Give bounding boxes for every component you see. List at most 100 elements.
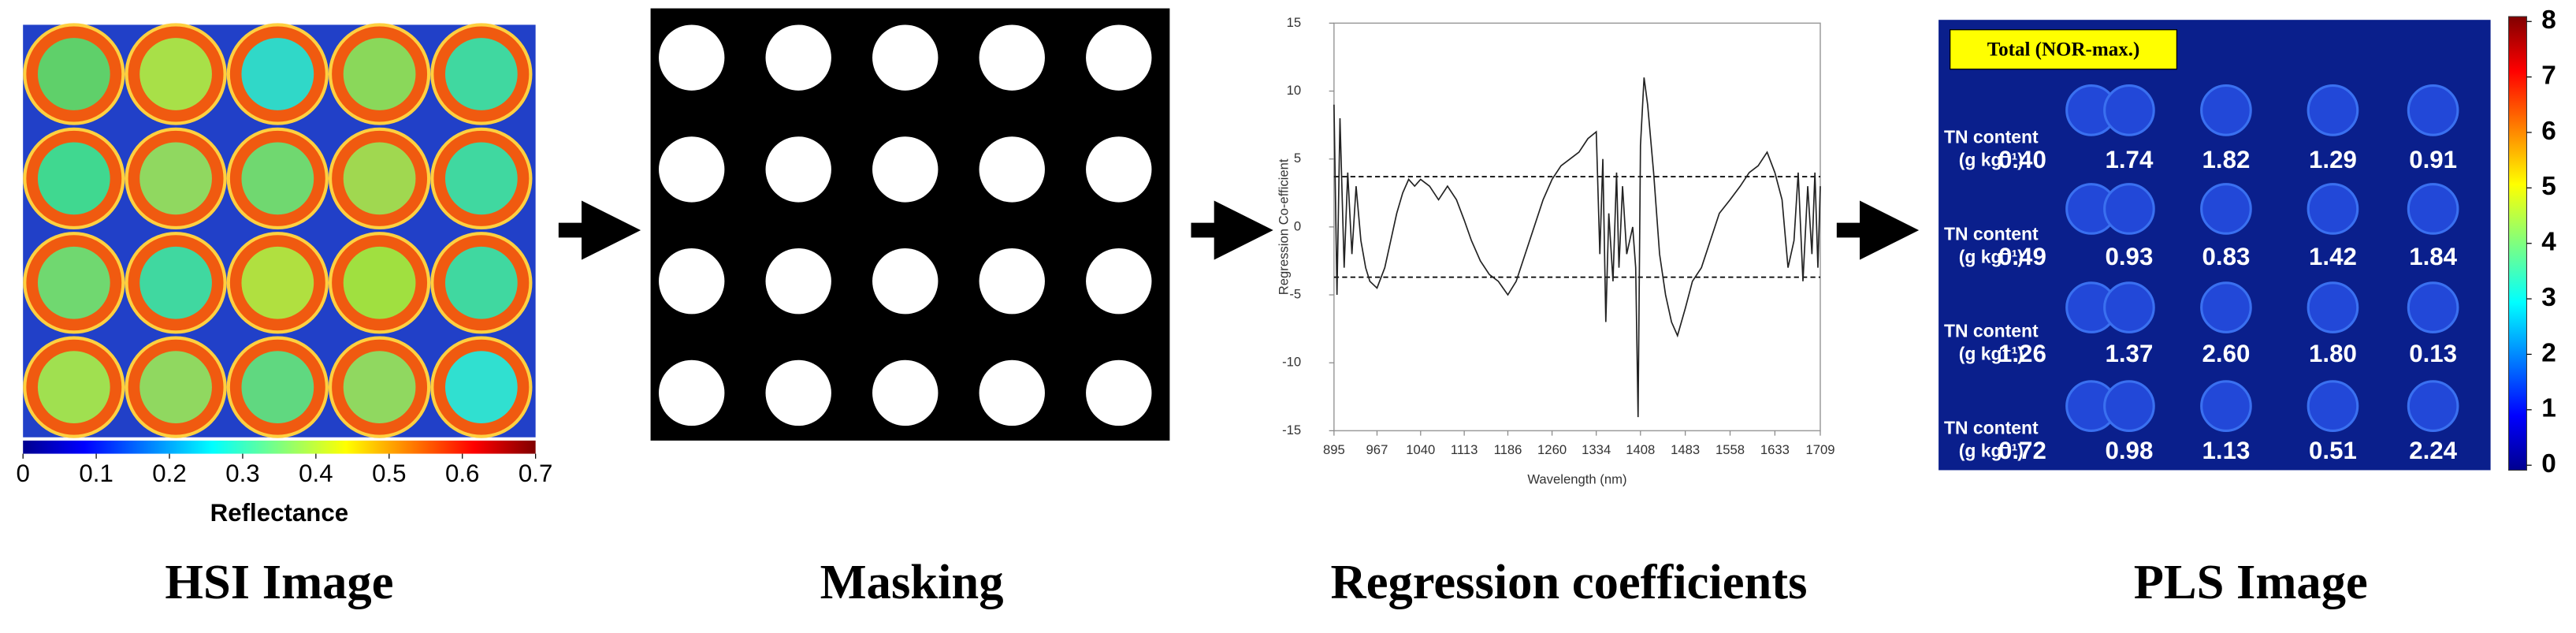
y-tick-label: 15: [1287, 15, 1302, 30]
tn-value: 0.83: [2202, 243, 2251, 270]
mask-disk: [872, 136, 939, 203]
y-tick-label: 0: [1294, 218, 1301, 233]
tn-value: 1.82: [2202, 146, 2251, 173]
colorbar-tick-label: 4: [2541, 228, 2556, 257]
colorbar-label: Reflectance: [210, 499, 349, 527]
sample-map: [2307, 380, 2359, 432]
tn-value: 1.84: [2409, 243, 2457, 270]
colorbar: [23, 440, 536, 454]
sample-map: [2103, 84, 2155, 136]
sample-map: [2307, 281, 2359, 333]
sample-map: [2200, 281, 2252, 333]
sample-fill: [139, 351, 212, 424]
tn-value: 0.98: [2105, 437, 2153, 464]
sample-fill: [444, 246, 518, 319]
colorbar-tick-label: 0: [2541, 449, 2556, 478]
x-tick-label: 1408: [1626, 442, 1655, 457]
sample-fill: [343, 246, 416, 319]
x-tick-label: 895: [1323, 442, 1345, 457]
sample-map: [2307, 183, 2359, 235]
row-label: TN content: [1944, 223, 2039, 244]
x-tick-label: 1709: [1805, 442, 1834, 457]
y-tick-label: 5: [1294, 151, 1301, 166]
tn-value: 0.93: [2105, 243, 2153, 270]
caption: Masking: [820, 554, 1004, 609]
mask-disk: [979, 136, 1045, 203]
sample-map: [2407, 281, 2459, 333]
mask-disk: [979, 24, 1045, 91]
unit-label: (g kg⁻¹): [1959, 441, 2024, 461]
sample-map: [2407, 84, 2459, 136]
x-tick-label: 967: [1366, 442, 1388, 457]
chart-panel: Wavelength (nm) Regression Co-efficient …: [1277, 22, 1821, 609]
row-label: TN content: [1944, 320, 2039, 341]
colorbar-tick-label: 0.7: [519, 460, 552, 487]
mask-disk: [1086, 136, 1152, 203]
sample-fill: [343, 38, 416, 110]
unit-label: (g kg⁻¹): [1959, 150, 2024, 170]
colorbar-tick-label: 0.6: [445, 460, 479, 487]
caption: HSI Image: [165, 554, 393, 609]
mask-disk: [979, 248, 1045, 315]
mask-disk: [979, 359, 1045, 426]
tn-value: 1.80: [2309, 340, 2357, 367]
sample-fill: [37, 351, 110, 424]
sample-map: [2307, 84, 2359, 136]
sample-fill: [343, 351, 416, 424]
row-label: TN content: [1944, 417, 2039, 438]
tn-value: 2.24: [2409, 437, 2457, 464]
tn-value: 1.29: [2309, 146, 2357, 173]
mask-disk: [765, 24, 831, 91]
sample-fill: [241, 246, 314, 319]
mask-disk: [659, 24, 725, 91]
x-tick-label: 1040: [1406, 442, 1435, 457]
mask-disk: [765, 136, 831, 203]
sample-fill: [139, 246, 212, 319]
colorbar-tick-label: 0: [16, 460, 29, 487]
sample-map: [2103, 183, 2155, 235]
mask-disk: [659, 248, 725, 315]
y-tick-label: 10: [1287, 83, 1302, 98]
plot-frame: [1333, 22, 1821, 432]
colorbar-tick-label: 2: [2541, 338, 2556, 367]
y-tick-label: -15: [1282, 423, 1301, 438]
x-tick-label: 1113: [1451, 442, 1478, 457]
sample-map: [2103, 281, 2155, 333]
x-tick-label: 1186: [1494, 442, 1522, 457]
tn-value: 1.37: [2105, 340, 2153, 367]
sample-fill: [139, 142, 212, 215]
sample-fill: [444, 38, 518, 110]
badge-text: Total (NOR-max.): [1987, 39, 2140, 61]
mask-disk: [659, 359, 725, 426]
sample-map: [2200, 84, 2252, 136]
tn-value: 0.72: [1998, 437, 2046, 464]
line: [1333, 77, 1821, 418]
badge: [1950, 29, 2178, 70]
sample-map: [2200, 380, 2252, 432]
colorbar-tick-label: 0.3: [225, 460, 259, 487]
unit-label: (g kg⁻¹): [1959, 247, 2024, 267]
mask-disk: [872, 24, 939, 91]
mask-disk: [1086, 248, 1152, 315]
mask-disk: [872, 248, 939, 315]
colorbar-tick-label: 0.4: [299, 460, 333, 487]
tn-value: 1.13: [2202, 437, 2251, 464]
colorbar-tick-label: 7: [2541, 61, 2556, 90]
y-tick-label: -5: [1289, 286, 1301, 301]
x-tick-label: 1260: [1537, 442, 1567, 457]
mask-disk: [1086, 359, 1152, 426]
tn-value: 2.60: [2202, 340, 2251, 367]
sample-fill: [139, 38, 212, 110]
x-axis-label: Wavelength (nm): [1527, 471, 1626, 486]
sample-map: [2407, 380, 2459, 432]
mask-disk: [765, 248, 831, 315]
x-tick-label: 1334: [1582, 442, 1611, 457]
tn-value: 1.26: [1998, 340, 2046, 367]
sample-fill: [241, 142, 314, 215]
mask-disk: [1086, 24, 1152, 91]
sample-fill: [37, 142, 110, 215]
unit-label: (g kg⁻¹): [1959, 344, 2024, 364]
sample-map: [2103, 380, 2155, 432]
x-tick-label: 1483: [1671, 442, 1700, 457]
